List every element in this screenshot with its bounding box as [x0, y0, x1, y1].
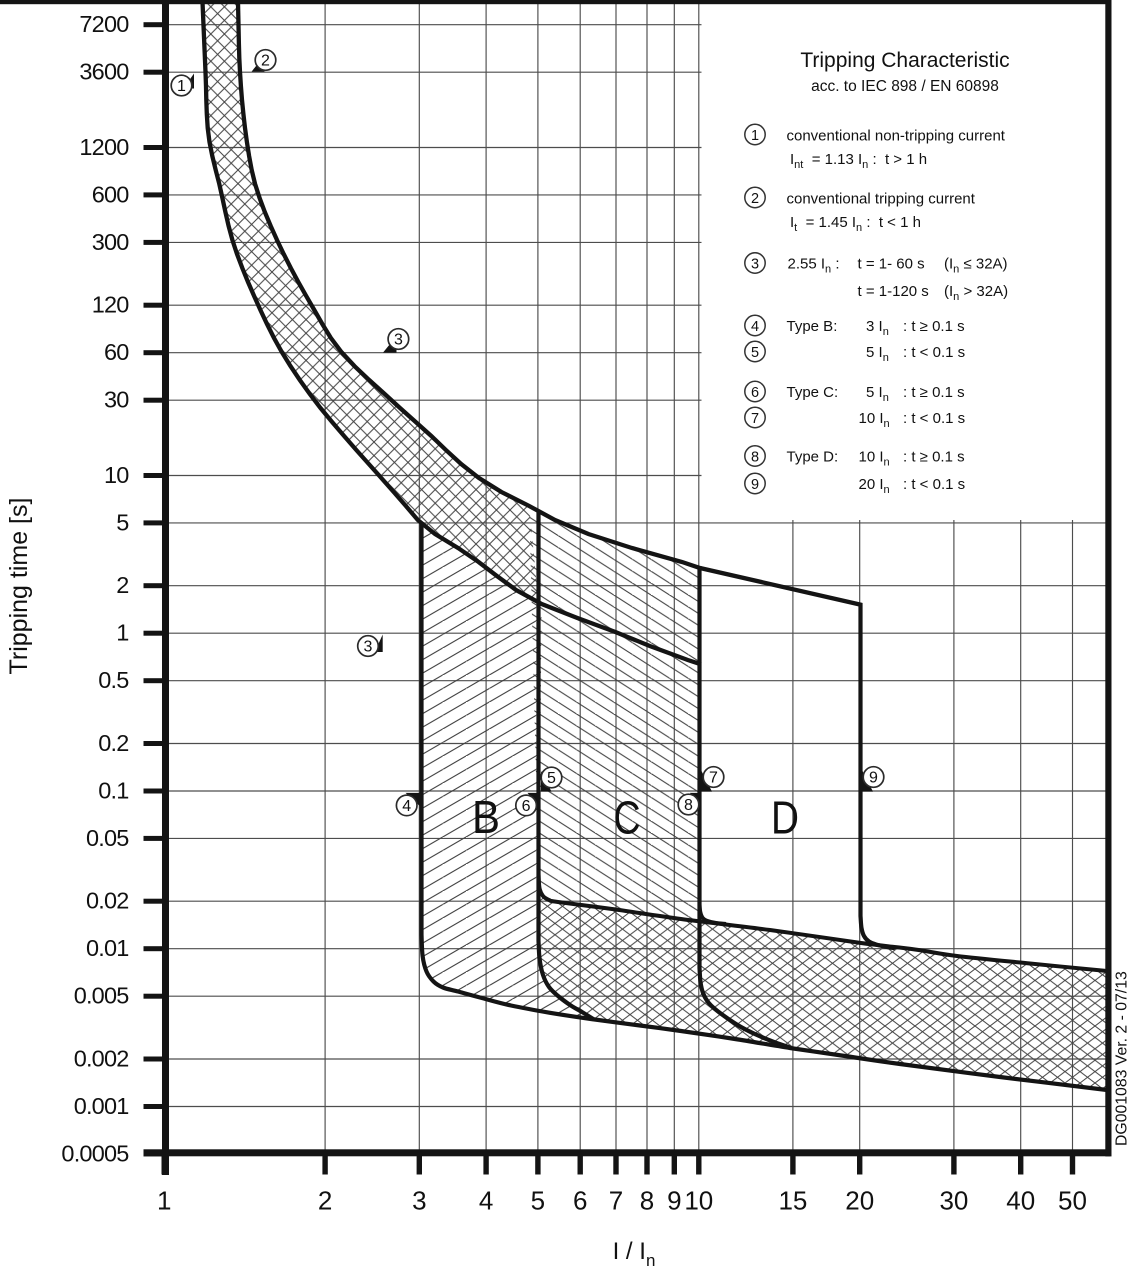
svg-text:B: B	[472, 791, 500, 843]
svg-text:6: 6	[522, 798, 531, 815]
svg-text:9: 9	[751, 477, 759, 493]
svg-text:: t < 0.1 s: : t < 0.1 s	[903, 344, 965, 361]
svg-text:1: 1	[177, 78, 186, 95]
svg-text:8: 8	[640, 1186, 654, 1216]
svg-text:0.0005: 0.0005	[61, 1140, 129, 1166]
svg-text:10: 10	[684, 1186, 713, 1216]
svg-text:20: 20	[845, 1186, 874, 1216]
svg-text:conventional tripping current: conventional tripping current	[787, 191, 976, 208]
svg-text:Type B:: Type B:	[787, 318, 838, 335]
svg-text:0.01: 0.01	[86, 935, 129, 961]
svg-text:4: 4	[751, 319, 759, 335]
svg-text:DG001083 Ver. 2 - 07/13: DG001083 Ver. 2 - 07/13	[1114, 971, 1130, 1146]
svg-text:: t ≥ 0.1 s: : t ≥ 0.1 s	[903, 318, 965, 335]
svg-text:4: 4	[479, 1186, 493, 1216]
svg-text:It = 1.45 In : t < 1 h: It = 1.45 In : t < 1 h	[790, 214, 921, 234]
svg-text:t = 1- 60 s: t = 1- 60 s	[858, 256, 925, 273]
svg-text:5: 5	[116, 509, 129, 535]
svg-text:(In ≤ 32A): (In ≤ 32A)	[944, 256, 1008, 276]
svg-text:C: C	[614, 792, 641, 844]
svg-text:30: 30	[939, 1186, 968, 1216]
svg-text:3600: 3600	[79, 59, 129, 85]
svg-text:: t ≥ 0.1 s: : t ≥ 0.1 s	[903, 449, 965, 466]
svg-text:1: 1	[751, 128, 759, 144]
svg-text:0.005: 0.005	[74, 983, 130, 1009]
svg-text:3: 3	[394, 332, 403, 349]
svg-text:60: 60	[104, 339, 129, 365]
svg-text:10 In: 10 In	[859, 410, 890, 430]
svg-text:5: 5	[547, 770, 556, 787]
svg-text:Tripping Characteristic: Tripping Characteristic	[800, 49, 1009, 72]
svg-text:(In > 32A): (In > 32A)	[944, 283, 1008, 303]
svg-text:6: 6	[751, 385, 759, 401]
svg-text:0.001: 0.001	[74, 1093, 129, 1119]
svg-text:2: 2	[261, 53, 270, 70]
svg-text:: t < 0.1 s: : t < 0.1 s	[903, 410, 965, 427]
svg-text:9: 9	[667, 1186, 681, 1216]
svg-text:20 In: 20 In	[859, 476, 890, 496]
svg-text:Type D:: Type D:	[787, 449, 839, 466]
svg-text:15: 15	[778, 1186, 807, 1216]
svg-text:0.5: 0.5	[98, 667, 129, 693]
svg-text:t = 1-120 s: t = 1-120 s	[858, 283, 929, 300]
svg-text:2: 2	[318, 1186, 332, 1216]
svg-text:3: 3	[751, 256, 759, 272]
svg-text:Int = 1.13 In : t > 1 h: Int = 1.13 In : t > 1 h	[790, 151, 927, 171]
svg-text:8: 8	[751, 449, 759, 465]
svg-text:: t < 0.1 s: : t < 0.1 s	[903, 476, 965, 493]
svg-text:Type C:: Type C:	[787, 384, 839, 401]
svg-text:3: 3	[364, 639, 373, 656]
svg-text:10 In: 10 In	[859, 449, 890, 469]
svg-text:40: 40	[1006, 1186, 1035, 1216]
svg-text:4: 4	[402, 798, 411, 815]
svg-text:6: 6	[573, 1186, 587, 1216]
svg-text:1200: 1200	[79, 134, 129, 160]
svg-text:0.02: 0.02	[86, 888, 129, 914]
svg-text:7: 7	[609, 1186, 623, 1216]
svg-text:0.1: 0.1	[98, 778, 128, 804]
svg-text:7: 7	[709, 770, 718, 787]
svg-text:120: 120	[92, 292, 130, 318]
svg-text:50: 50	[1058, 1186, 1087, 1216]
svg-text:7: 7	[751, 411, 759, 427]
svg-text:conventional non-tripping curr: conventional non-tripping current	[787, 128, 1006, 145]
svg-text:acc. to IEC 898 / EN 60898: acc. to IEC 898 / EN 60898	[811, 78, 999, 95]
svg-text:3: 3	[412, 1186, 426, 1216]
svg-text:5: 5	[531, 1186, 545, 1216]
svg-text:7200: 7200	[79, 11, 129, 37]
svg-text:8: 8	[684, 797, 693, 814]
svg-text:2: 2	[751, 191, 759, 207]
svg-text:30: 30	[104, 387, 129, 413]
svg-text:1: 1	[157, 1186, 171, 1216]
svg-text:D: D	[771, 792, 799, 844]
svg-text:5: 5	[751, 345, 759, 361]
svg-text:Tripping time [s]: Tripping time [s]	[5, 498, 33, 675]
svg-text:0.05: 0.05	[86, 825, 129, 851]
svg-text:: t ≥ 0.1 s: : t ≥ 0.1 s	[903, 384, 965, 401]
svg-text:600: 600	[92, 181, 130, 207]
svg-text:1: 1	[116, 620, 128, 646]
svg-text:10: 10	[104, 462, 129, 488]
svg-text:0.002: 0.002	[74, 1046, 129, 1072]
svg-text:9: 9	[869, 770, 878, 787]
svg-text:0.2: 0.2	[98, 730, 128, 756]
svg-text:300: 300	[92, 229, 130, 255]
svg-text:2: 2	[116, 572, 128, 598]
